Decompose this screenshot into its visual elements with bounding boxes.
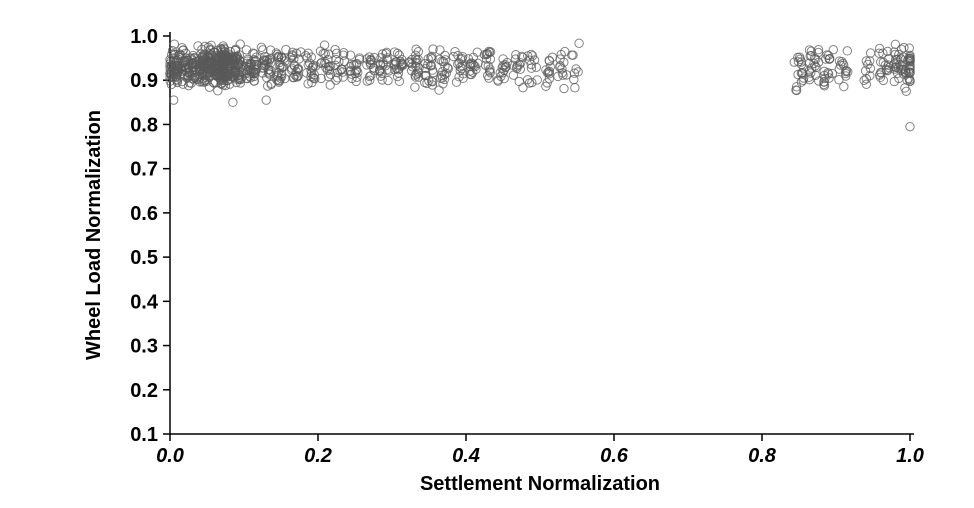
y-tick-label: 0.7	[130, 159, 158, 181]
x-tick-label: 0.0	[156, 445, 184, 467]
y-tick-label: 0.9	[130, 70, 158, 92]
scatter-chart: 0.0 0.2 0.4 0.6 0.8 1.0 0.1 0.2 0.3 0.4 0.5 0.6 0.7 0…	[0, 0, 974, 508]
y-tick-label: 0.6	[130, 203, 158, 225]
x-axis-label: Settlement Normalization	[420, 473, 660, 495]
chart-container: 0.0 0.2 0.4 0.6 0.8 1.0 0.1 0.2 0.3 0.4 0.5 0.6 0.7 0…	[0, 0, 974, 508]
x-tick-label: 0.4	[452, 445, 480, 467]
y-tick-label: 0.8	[130, 114, 158, 136]
y-axis-label: Wheel Load Normalization	[83, 110, 105, 360]
x-tick-label: 1.0	[896, 445, 924, 467]
y-tick-label: 0.2	[130, 380, 158, 402]
y-tick-label: 0.4	[130, 291, 159, 313]
y-tick-label: 0.1	[130, 424, 158, 446]
x-tick-label: 0.6	[600, 445, 629, 467]
y-tick-label: 1.0	[130, 26, 158, 48]
y-tick-label: 0.3	[130, 336, 158, 358]
y-tick-label: 0.5	[130, 247, 158, 269]
x-tick-label: 0.8	[748, 445, 777, 467]
x-tick-label: 0.2	[304, 445, 332, 467]
